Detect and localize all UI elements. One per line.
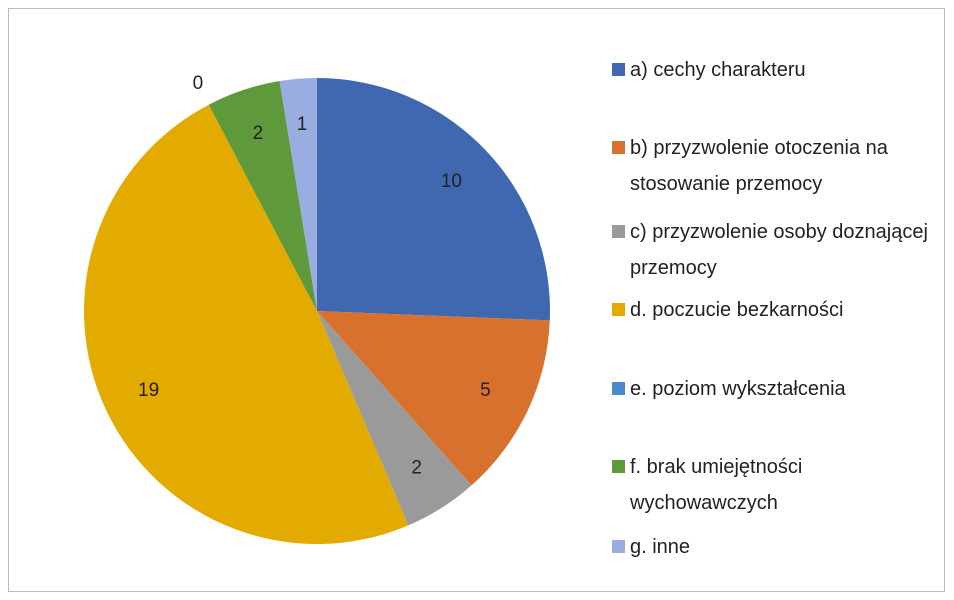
legend-label: a) cechy charakteru [630,59,806,81]
legend-item: e. poziom wykształcenia [612,371,942,407]
data-label: 2 [253,123,264,144]
data-label: 1 [297,114,308,135]
pie-slice [317,311,472,526]
legend-item: a) cechy charakteru [612,52,942,88]
legend-swatch [612,303,625,316]
legend-item: b) przyzwolenie otoczenia na stosowanie … [612,130,942,202]
legend-label: d. poczucie bezkarności [630,299,844,321]
data-label: 2 [411,458,422,479]
legend-swatch [612,460,625,473]
legend-swatch [612,540,625,553]
data-label: 5 [480,380,491,401]
pie-slice [317,78,551,321]
pie-slice [84,104,409,544]
data-label: 19 [138,380,159,401]
pie-slice [208,81,317,311]
legend-label: b) przyzwolenie otoczenia na stosowanie … [630,137,888,195]
legend-swatch [612,382,625,395]
pie-slice [279,78,317,311]
legend-label: e. poziom wykształcenia [630,378,846,400]
legend-swatch [612,63,625,76]
legend-swatch [612,225,625,238]
legend-item: c) przyzwolenie osoby doznającej przemoc… [612,214,942,286]
data-label: 0 [193,73,204,94]
data-label: 10 [441,171,462,192]
legend-swatch [612,141,625,154]
legend-item: f. brak umiejętności wychowawczych [612,449,942,521]
legend-label: g. inne [630,536,691,558]
pie-slice [317,311,550,486]
legend-item: d. poczucie bezkarności [612,292,942,328]
chart-border [8,8,945,592]
legend-label: f. brak umiejętności wychowawczych [630,456,803,514]
legend-item: g. inne [612,529,942,565]
legend-label: c) przyzwolenie osoby doznającej przemoc… [630,221,928,279]
